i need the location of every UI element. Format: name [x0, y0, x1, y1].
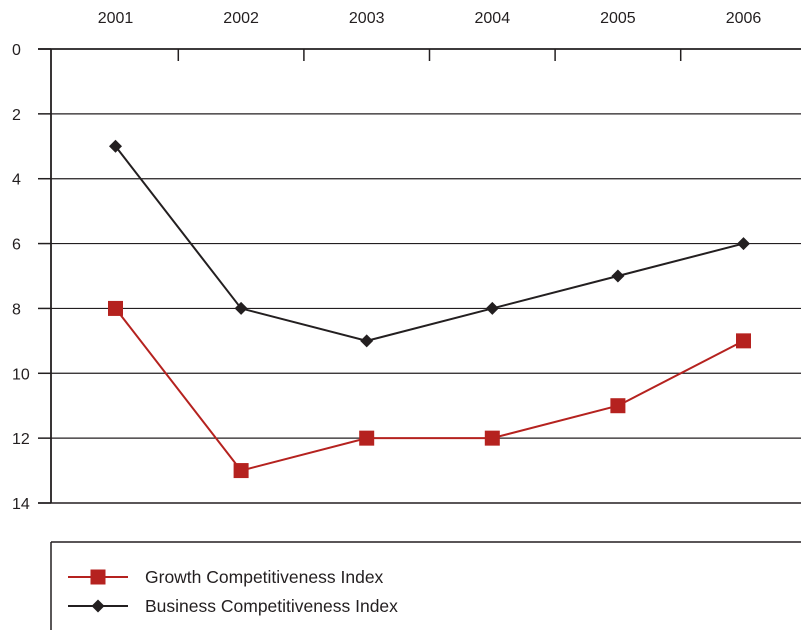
x-tick-label: 2005: [600, 10, 636, 27]
data-point: [109, 139, 122, 153]
y-tick-label: 12: [12, 431, 30, 448]
y-tick-label: 14: [12, 496, 30, 513]
data-point: [234, 301, 248, 315]
data-point: [737, 237, 750, 251]
series-0: [108, 300, 751, 479]
legend-item: Business Competitiveness Index: [68, 596, 398, 616]
legend-item: Growth Competitiveness Index: [68, 567, 384, 587]
legend-marker: [91, 599, 105, 613]
data-point: [736, 333, 751, 349]
series-line: [114, 145, 744, 342]
x-tick-label: 2002: [223, 10, 259, 27]
series-line: [114, 307, 744, 472]
data-point: [233, 463, 249, 479]
x-tick-label: 2006: [726, 10, 762, 27]
legend-marker: [90, 569, 106, 585]
data-point: [485, 301, 499, 315]
data-point: [360, 334, 374, 348]
y-tick-label: 10: [12, 366, 30, 383]
data-point: [484, 430, 500, 446]
y-tick-label: 8: [12, 301, 21, 318]
data-point: [610, 398, 626, 414]
series-1: [109, 139, 750, 348]
y-tick-label: 0: [12, 42, 21, 59]
legend-label: Growth Competitiveness Index: [145, 567, 384, 587]
y-tick-label: 4: [12, 172, 21, 189]
series: [108, 139, 751, 479]
legend-label: Business Competitiveness Index: [145, 596, 398, 616]
gridlines: [51, 113, 801, 439]
x-tick-label: 2004: [475, 10, 511, 27]
data-point: [611, 269, 625, 283]
data-point: [359, 430, 375, 446]
x-tick-label: 2001: [98, 10, 134, 27]
y-tick-label: 2: [12, 107, 21, 124]
legend: Growth Competitiveness Index Business Com…: [50, 541, 801, 630]
x-tick-label: 2003: [349, 10, 385, 27]
data-point: [108, 300, 123, 316]
axes: 0 2 4 6 8 10 12 14 2001 2002 2003 2004 2005 2006: [12, 10, 801, 513]
y-tick-label: 6: [12, 237, 21, 254]
